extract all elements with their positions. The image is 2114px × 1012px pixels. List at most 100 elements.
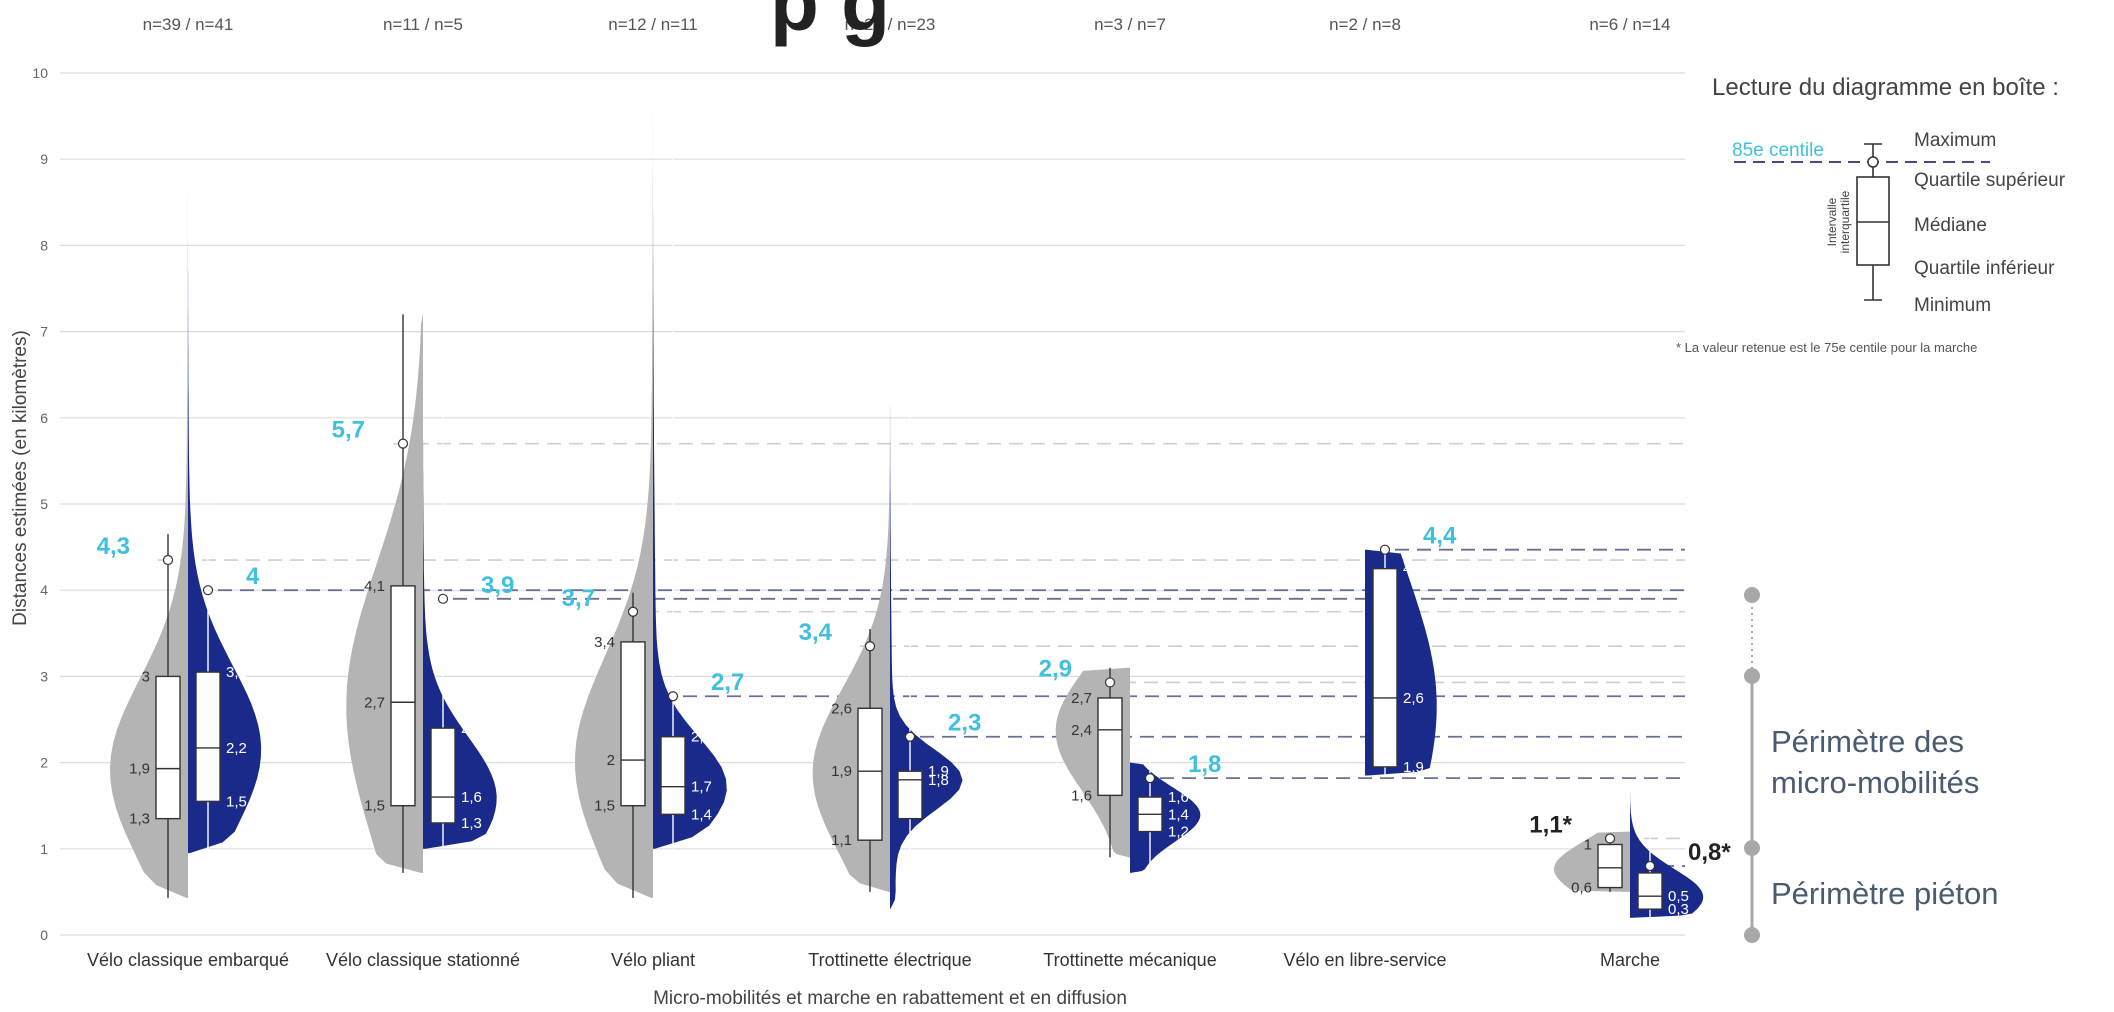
blue-median-label: 1,4 bbox=[1168, 806, 1189, 823]
x-tick-label: Marche bbox=[1600, 950, 1660, 970]
grey-q3-label: 2,6 bbox=[831, 700, 852, 717]
grey-box bbox=[857, 707, 883, 841]
legend-box bbox=[1856, 176, 1890, 266]
blue-q1-label: 1,9 bbox=[1403, 759, 1424, 776]
perimeter-scale: Périmètre des micro-mobilités Périmètre … bbox=[1744, 587, 1998, 943]
blue-box bbox=[430, 727, 456, 824]
x-tick-label: Vélo en libre-service bbox=[1283, 950, 1446, 970]
value-labels: 1,3 1,9 3 4,3 1,5 2,2 3,1 4 1,5 2,7 4,1 5,7 1,3 1,6 2,… bbox=[97, 417, 1732, 918]
grey-p85-dot bbox=[627, 606, 639, 617]
legend-median: Médiane bbox=[1914, 215, 1987, 236]
blue-box bbox=[1372, 567, 1398, 768]
blue-p85-dot bbox=[1644, 860, 1656, 872]
legend-iqr-line1: Intervalle bbox=[1825, 197, 1839, 246]
legend-85-dot bbox=[1867, 156, 1879, 168]
x-tick-label: Trottinette électrique bbox=[808, 950, 971, 970]
grey-q3-label: 3,4 bbox=[594, 634, 615, 651]
grey-box bbox=[1097, 697, 1123, 797]
blue-q1-label: 1,3 bbox=[461, 815, 482, 832]
grey-median-label: 1,9 bbox=[129, 761, 150, 778]
grey-q3-label: 3 bbox=[142, 668, 150, 685]
x-axis-title: Micro-mobilités et marche en rabattement… bbox=[653, 988, 1127, 1009]
blue-q3-label: 4,3 bbox=[1403, 561, 1424, 578]
grey-p85-label: 5,7 bbox=[332, 417, 365, 444]
y-tick-label: 3 bbox=[40, 668, 48, 684]
n-count-label: n=20 / n=23 bbox=[845, 15, 936, 34]
y-tick-label: 9 bbox=[40, 151, 48, 167]
perimeter-dot-top bbox=[1744, 587, 1760, 603]
blue-q3-label: 2,4 bbox=[461, 720, 482, 737]
y-tick-label: 6 bbox=[40, 410, 48, 426]
blue-q1-label: 1,5 bbox=[226, 793, 247, 810]
grey-p85-label: 3,7 bbox=[562, 585, 595, 612]
blue-box bbox=[195, 671, 221, 803]
grey-p85-dot bbox=[397, 438, 409, 449]
grey-q1-label: 1,5 bbox=[594, 798, 615, 815]
blue-q3-label: 3,1 bbox=[226, 664, 247, 681]
blue-p85-label: 4 bbox=[246, 563, 260, 590]
grey-q3-label: 2,7 bbox=[1071, 690, 1092, 707]
y-tick-label: 8 bbox=[40, 237, 48, 253]
blue-box bbox=[1637, 872, 1663, 910]
perimeter-micro-line1: Périmètre des bbox=[1771, 724, 1964, 759]
n-count-label: n=3 / n=7 bbox=[1094, 15, 1166, 34]
legend-q1: Quartile inférieur bbox=[1914, 258, 2055, 279]
n-count-label: n=2 / n=8 bbox=[1329, 15, 1401, 34]
x-tick-label: Vélo classique embarqué bbox=[87, 950, 289, 970]
blue-median-label: 2,2 bbox=[226, 740, 247, 757]
legend-maximum: Maximum bbox=[1914, 130, 1996, 151]
blue-q1-label: 1,2 bbox=[1168, 824, 1189, 841]
blue-violin bbox=[1130, 762, 1201, 873]
grey-p85-label: 2,9 bbox=[1039, 655, 1072, 682]
grey-median-label: 2,4 bbox=[1071, 722, 1092, 739]
blue-median-label: 1,6 bbox=[461, 789, 482, 806]
legend-q3: Quartile supérieur bbox=[1914, 170, 2066, 191]
blue-q1-label: 0,3 bbox=[1668, 901, 1689, 918]
blue-p85-label: 0,8* bbox=[1688, 839, 1731, 866]
legend-iqr-line2: interquartile bbox=[1838, 190, 1852, 253]
legend-note: * La valeur retenue est le 75e centile p… bbox=[1676, 340, 1977, 355]
blue-q1-label: 1,4 bbox=[691, 806, 712, 823]
blue-p85-label: 1,8 bbox=[1188, 751, 1221, 778]
y-tick-label: 10 bbox=[32, 65, 48, 81]
legend-85-label: 85e centile bbox=[1732, 140, 1824, 161]
n-count-label: n=39 / n=41 bbox=[143, 15, 234, 34]
grey-q1-label: 1,5 bbox=[364, 798, 385, 815]
grey-median-label: 1,9 bbox=[831, 763, 852, 780]
grey-median-label: 2 bbox=[607, 752, 615, 769]
grey-p85-dot bbox=[1104, 677, 1116, 688]
legend-title: Lecture du diagramme en boîte : bbox=[1712, 74, 2059, 101]
y-tick-label: 7 bbox=[40, 324, 48, 340]
perimeter-dot-pieton bbox=[1744, 840, 1760, 856]
perimeter-pieton: Périmètre piéton bbox=[1771, 876, 1998, 911]
grey-q1-label: 1,6 bbox=[1071, 787, 1092, 804]
grey-p85-dot bbox=[1604, 833, 1616, 844]
blue-q3-label: 2,3 bbox=[691, 729, 712, 746]
perimeter-dot-micro bbox=[1744, 668, 1760, 684]
grey-p85-dot bbox=[162, 554, 174, 566]
grey-p85-dot bbox=[864, 641, 876, 652]
blue-p85-label: 3,9 bbox=[481, 572, 514, 599]
grey-p85-label: 1,1* bbox=[1529, 811, 1572, 838]
perimeter-micro-line2: micro-mobilités bbox=[1771, 765, 1979, 800]
x-tick-label: Vélo pliant bbox=[611, 950, 695, 970]
blue-p85-dot bbox=[202, 585, 214, 596]
blue-p85-label: 2,7 bbox=[711, 669, 744, 696]
blue-box bbox=[660, 736, 686, 816]
grey-q1-label: 1,1 bbox=[831, 832, 852, 849]
blue-median-label: 0,5 bbox=[1668, 888, 1689, 905]
blue-p85-label: 4,4 bbox=[1423, 523, 1457, 550]
grey-box bbox=[390, 585, 416, 807]
grey-q1-label: 1,3 bbox=[129, 811, 150, 828]
grey-median-label: 2,7 bbox=[364, 694, 385, 711]
blue-p85-dot bbox=[904, 731, 916, 742]
y-tick-label: 0 bbox=[40, 927, 48, 943]
y-tick-label: 2 bbox=[40, 755, 48, 771]
blue-violin bbox=[890, 357, 963, 910]
perimeter-dot-bottom bbox=[1744, 927, 1760, 943]
blue-q1-label: 1,3 bbox=[928, 811, 949, 828]
grey-q1-label: 0,6 bbox=[1571, 880, 1592, 897]
y-tick-label: 5 bbox=[40, 496, 48, 512]
blue-median-label: 2,6 bbox=[1403, 690, 1424, 707]
blue-box bbox=[897, 770, 923, 820]
